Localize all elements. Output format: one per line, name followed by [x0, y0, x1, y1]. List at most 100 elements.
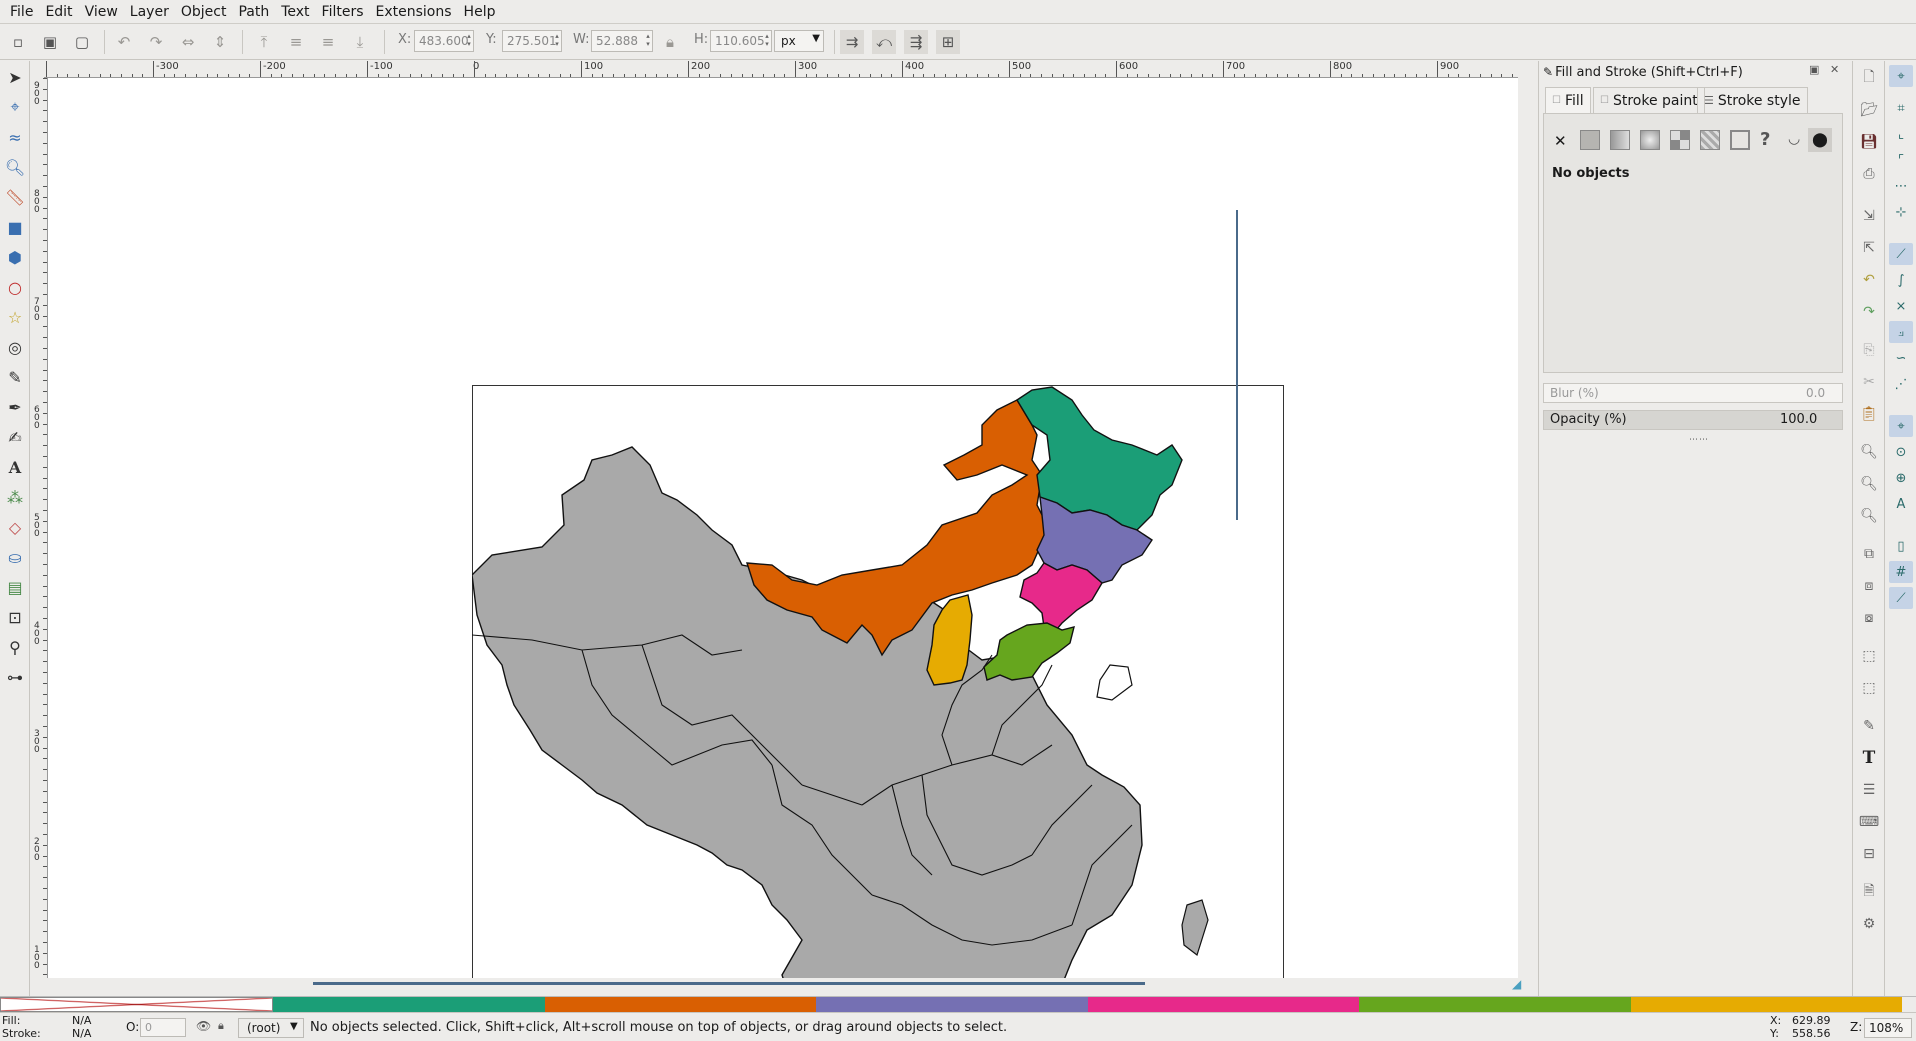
pencil-tool-icon[interactable]: ✎ [8, 367, 22, 387]
flip-vertical-icon[interactable]: ⇕ [213, 33, 227, 51]
unit-select[interactable]: px ▼ [774, 30, 824, 52]
tab-fill[interactable]: ☐ Fill [1545, 87, 1591, 113]
snap-bbox-midpoint-icon[interactable]: ⋯ [1894, 178, 1908, 194]
swatch-none[interactable] [0, 997, 274, 1012]
scale-corners-icon[interactable]: ⤺ [872, 30, 896, 54]
zoom-drawing-icon[interactable]: 🔍︎ [1860, 476, 1878, 492]
menu-text[interactable]: Text [281, 3, 310, 20]
save-icon[interactable]: 💾︎ [1860, 134, 1878, 150]
snap-centers-icon[interactable]: ⊙ [1895, 444, 1907, 460]
star-tool-icon[interactable]: ☆ [7, 307, 23, 327]
rectangle-tool-icon[interactable]: ■ [7, 217, 23, 237]
fill-stroke-icon[interactable]: ✎ [1863, 718, 1875, 734]
ellipse-tool-icon[interactable]: ○ [8, 277, 22, 297]
map-region-green[interactable] [983, 622, 1075, 681]
3d-box-tool-icon[interactable]: ⬢ [8, 247, 22, 267]
zoom-tool-icon[interactable]: 🔍︎ [4, 157, 26, 177]
dropper-tool-icon[interactable]: ⚲ [9, 637, 21, 657]
transform-patterns-icon[interactable]: ⊞ [936, 30, 960, 54]
unlink-clone-icon[interactable]: ⧇ [1864, 610, 1874, 626]
lock-icon[interactable]: 🔒︎ [666, 33, 674, 51]
map-region-yellow[interactable] [926, 594, 973, 686]
preferences-icon[interactable]: ⚙ [1862, 916, 1876, 932]
opacity-slider[interactable]: Opacity (%) 100.0 [1543, 410, 1843, 430]
palette-swatch[interactable] [1630, 997, 1902, 1012]
group-icon[interactable]: ⬚ [1862, 648, 1876, 664]
scale-stroke-icon[interactable]: ⇉ [840, 30, 864, 54]
menu-filters[interactable]: Filters [321, 3, 364, 20]
connector-tool-icon[interactable]: ⊶ [7, 667, 23, 687]
snap-others-icon[interactable]: ⌖ [1889, 415, 1913, 437]
open-icon[interactable]: 📂︎ [1860, 102, 1878, 118]
clone-icon[interactable]: ⧈ [1864, 578, 1874, 594]
rotate-cw-icon[interactable]: ↷ [149, 33, 163, 51]
snap-text-baseline-icon[interactable]: A [1896, 496, 1906, 512]
zoom-selection-icon[interactable]: 🔍︎ [1860, 444, 1878, 460]
panel-float-icon[interactable]: ▣ [1809, 63, 1820, 76]
spray-tool-icon[interactable]: ⁂ [7, 487, 23, 507]
palette-swatch[interactable] [1087, 997, 1360, 1012]
redo-icon[interactable]: ↷ [1863, 304, 1875, 320]
palette-scroll[interactable] [1901, 997, 1916, 1012]
snap-smooth-nodes-icon[interactable]: ∽ [1895, 350, 1907, 366]
close-icon[interactable]: ✕ [1830, 63, 1840, 76]
select-all-layers-icon[interactable]: ▣ [42, 33, 58, 51]
mesh-tool-icon[interactable]: ⊡ [8, 607, 22, 627]
swatch-icon[interactable] [1730, 130, 1750, 150]
raise-to-top-icon[interactable]: ⤒ [260, 33, 268, 51]
menu-help[interactable]: Help [463, 3, 496, 20]
duplicate-icon[interactable]: ⧉ [1864, 546, 1874, 562]
pen-tool-icon[interactable]: ✒ [8, 397, 22, 417]
snap-cusp-nodes-icon[interactable]: ⟓ [1889, 321, 1913, 343]
snap-page-border-icon[interactable]: ▯ [1897, 538, 1905, 554]
tab-stroke-style[interactable]: ☰ Stroke style [1697, 87, 1808, 113]
select-all-icon[interactable]: ▫ [12, 33, 24, 51]
layer-select[interactable]: (root) [238, 1018, 304, 1038]
paint-bucket-tool-icon[interactable]: ⛀ [8, 547, 22, 567]
menu-layer[interactable]: Layer [129, 3, 169, 20]
snap-nodes-icon[interactable]: ⟋ [1889, 243, 1913, 265]
text-font-icon[interactable]: T [1862, 748, 1876, 768]
tweak-tool-icon[interactable]: ≈ [8, 127, 22, 147]
vertical-ruler[interactable]: 9 0 0 8 0 0 7 0 0 6 0 0 5 0 0 4 0 0 3 0 … [31, 78, 48, 978]
map-region-gray[interactable] [1181, 899, 1209, 956]
fill-rule-nonzero-icon[interactable]: ⬤ [1808, 128, 1832, 152]
deselect-icon[interactable]: ▢ [74, 33, 90, 51]
fill-rule-evenodd-icon[interactable]: ◡ [1788, 131, 1801, 147]
ungroup-icon[interactable]: ⬚ [1862, 680, 1876, 696]
palette-swatch[interactable] [544, 997, 817, 1012]
no-paint-icon[interactable]: ✕ [1554, 132, 1567, 150]
blur-slider[interactable]: Blur (%) 0.0 [1543, 383, 1843, 403]
zoom-field[interactable]: 108% [1864, 1018, 1912, 1038]
map-region-purple[interactable] [1036, 495, 1153, 584]
w-field[interactable]: 52.888 [591, 30, 653, 52]
calligraphy-tool-icon[interactable]: ✍ [8, 427, 22, 447]
menu-path[interactable]: Path [238, 3, 270, 20]
menu-file[interactable]: File [10, 3, 34, 20]
zoom-page-icon[interactable]: 🔍︎ [1860, 508, 1878, 524]
lock-icon[interactable]: 🔒︎ [218, 1019, 224, 1032]
resize-corner-icon[interactable]: ◢ [1512, 977, 1522, 991]
raise-icon[interactable]: ≡ [289, 33, 303, 51]
lower-to-bottom-icon[interactable]: ⤓ [356, 33, 364, 51]
copy-icon[interactable]: ⎘ [1863, 342, 1875, 358]
print-icon[interactable]: ⎙ [1863, 166, 1875, 182]
snap-paths-icon[interactable]: ∫ [1897, 272, 1905, 288]
menu-object[interactable]: Object [180, 3, 227, 20]
eraser-tool-icon[interactable]: ◇ [8, 517, 22, 537]
x-field[interactable]: 483.600 [414, 30, 474, 52]
paste-icon[interactable]: 📋︎ [1860, 406, 1878, 422]
transform-gradients-icon[interactable]: ⇶ [904, 30, 928, 54]
visibility-icon[interactable]: 👁︎ [196, 1019, 212, 1033]
import-icon[interactable]: ⇲ [1863, 208, 1875, 224]
measure-tool-icon[interactable]: 📏︎ [4, 187, 26, 207]
rotate-ccw-icon[interactable]: ↶ [117, 33, 131, 51]
tab-stroke-paint[interactable]: ☐ Stroke paint [1593, 87, 1705, 113]
palette-swatch[interactable] [273, 997, 545, 1012]
flat-color-icon[interactable] [1580, 130, 1600, 150]
opacity-field[interactable]: 0 [140, 1018, 186, 1037]
map-region-teal[interactable] [1016, 386, 1183, 531]
xml-editor-icon[interactable]: ⌨ [1858, 814, 1880, 830]
drawing-canvas[interactable] [48, 78, 1518, 978]
snap-grid-icon[interactable]: # [1889, 561, 1913, 583]
